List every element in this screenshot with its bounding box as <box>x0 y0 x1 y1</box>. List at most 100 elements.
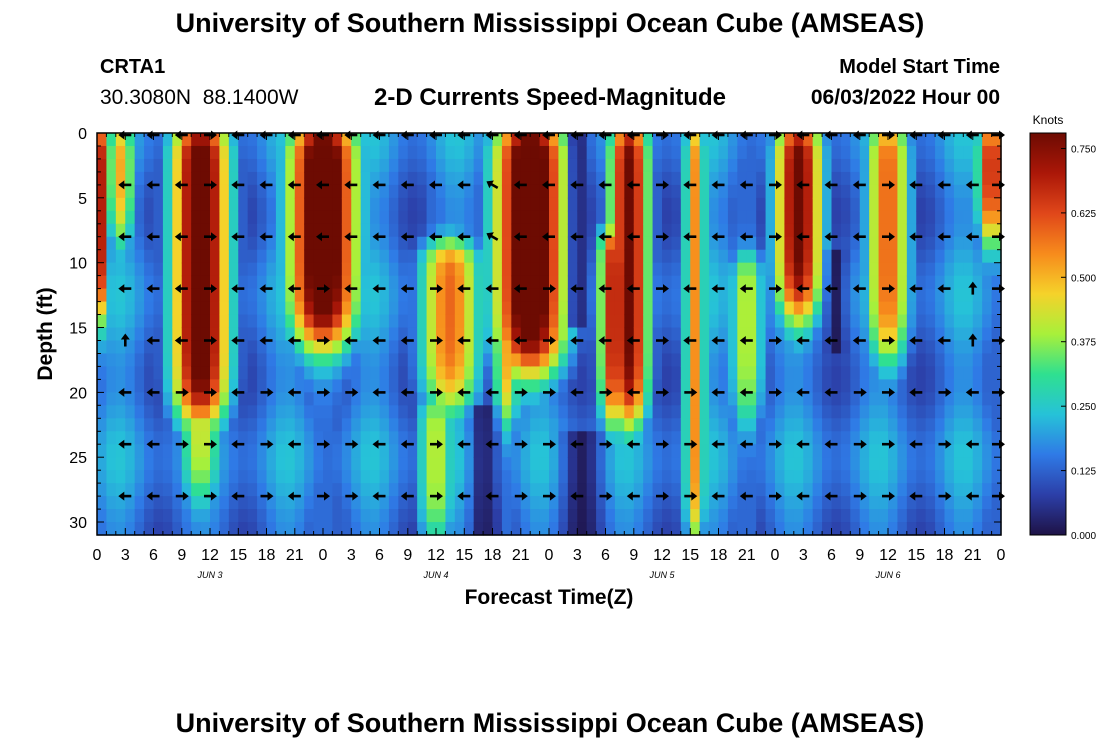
heatmap-cell <box>219 301 230 316</box>
current-arrow <box>824 284 838 294</box>
heatmap-cell <box>662 366 673 380</box>
heatmap-cell <box>200 522 211 536</box>
heatmap-cell <box>247 418 258 432</box>
heatmap-cell <box>134 145 145 160</box>
current-arrow <box>485 387 499 397</box>
heatmap-cell <box>407 327 418 342</box>
heatmap-cell <box>652 133 663 147</box>
heatmap-cell <box>577 171 588 186</box>
heatmap-cell <box>709 288 720 303</box>
heatmap-cell <box>520 171 531 186</box>
heatmap-cell <box>162 275 173 290</box>
heatmap-cell <box>727 470 738 484</box>
heatmap-cell <box>906 197 917 212</box>
heatmap-cell <box>162 145 173 160</box>
heatmap-cell <box>831 392 842 406</box>
heatmap-cell <box>360 483 371 497</box>
heatmap-cell <box>652 145 663 160</box>
heatmap-cell <box>332 509 343 523</box>
heatmap-cell <box>313 418 324 432</box>
heatmap-cell <box>953 444 964 458</box>
heatmap-cell <box>643 379 654 393</box>
heatmap-cell <box>878 444 889 458</box>
heatmap-cell <box>643 314 654 329</box>
heatmap-cell <box>464 405 475 419</box>
heatmap-cell <box>445 353 456 368</box>
heatmap-cell <box>633 418 644 432</box>
heatmap-cell <box>765 184 776 199</box>
heatmap-cell <box>963 249 974 264</box>
heatmap-cell <box>643 496 654 510</box>
x-tick-label: 21 <box>512 547 530 564</box>
heatmap-cell <box>831 509 842 523</box>
heatmap-cell <box>388 457 399 471</box>
heatmap-cell <box>916 522 927 536</box>
heatmap-cell <box>963 236 974 251</box>
arrow-head <box>945 439 952 449</box>
heatmap-cell <box>341 366 352 380</box>
heatmap-cell <box>351 353 362 368</box>
current-arrow <box>909 439 923 449</box>
heatmap-cell <box>727 145 738 160</box>
heatmap-cell <box>407 418 418 432</box>
heatmap-cell <box>605 197 616 212</box>
x-tick-label: 6 <box>149 547 158 564</box>
heatmap-cell <box>897 145 908 160</box>
heatmap-cell <box>812 509 823 523</box>
heatmap-cell <box>501 470 512 484</box>
x-tick-label: 18 <box>484 547 502 564</box>
heatmap-cell <box>181 301 192 316</box>
heatmap-cell <box>247 262 258 277</box>
heatmap-cell <box>275 431 286 445</box>
heatmap-cell <box>652 249 663 264</box>
heatmap-cell <box>652 483 663 497</box>
heatmap-cell <box>953 262 964 277</box>
heatmap-cell <box>709 171 720 186</box>
heatmap-cell <box>812 249 823 264</box>
heatmap-cell <box>982 444 993 458</box>
heatmap-cell <box>247 405 258 419</box>
heatmap-cell <box>812 379 823 393</box>
heatmap-cell <box>586 301 597 316</box>
heatmap-cell <box>219 509 230 523</box>
heatmap-cell <box>558 509 569 523</box>
heatmap-cell <box>840 171 851 186</box>
heatmap-cell <box>972 483 983 497</box>
heatmap-cell <box>200 288 211 303</box>
heatmap-cell <box>464 392 475 406</box>
heatmap-cell <box>624 366 635 380</box>
heatmap-cell <box>558 145 569 160</box>
heatmap-cell <box>746 197 757 212</box>
heatmap-cell <box>483 327 494 342</box>
heatmap-cell <box>370 366 381 380</box>
heatmap-cell <box>840 275 851 290</box>
heatmap-cell <box>737 184 748 199</box>
y-tick-label: 10 <box>69 256 87 273</box>
heatmap-cell <box>454 444 465 458</box>
heatmap-cell <box>200 262 211 277</box>
heatmap-cell <box>709 353 720 368</box>
heatmap-cell <box>840 392 851 406</box>
heatmap-cell <box>191 275 202 290</box>
heatmap-cell <box>370 301 381 316</box>
heatmap-cell <box>511 470 522 484</box>
heatmap-cell <box>577 483 588 497</box>
heatmap-cell <box>916 431 927 445</box>
heatmap-cell <box>859 249 870 264</box>
page-title: University of Southern Mississippi Ocean… <box>175 8 925 38</box>
heatmap-cell <box>756 392 767 406</box>
heatmap-cell <box>624 431 635 445</box>
current-arrow <box>485 284 499 294</box>
current-arrow <box>968 281 978 295</box>
heatmap-cell <box>596 340 607 355</box>
heatmap-cell <box>850 392 861 406</box>
heatmap-cell <box>727 379 738 393</box>
heatmap-cell <box>294 158 305 173</box>
heatmap-cell <box>398 223 409 238</box>
heatmap-cell <box>294 327 305 342</box>
heatmap-cell <box>125 145 136 160</box>
heatmap-cell <box>407 171 418 186</box>
heatmap-cell <box>454 262 465 277</box>
heatmap-cell <box>727 418 738 432</box>
heatmap-cell <box>436 327 447 342</box>
